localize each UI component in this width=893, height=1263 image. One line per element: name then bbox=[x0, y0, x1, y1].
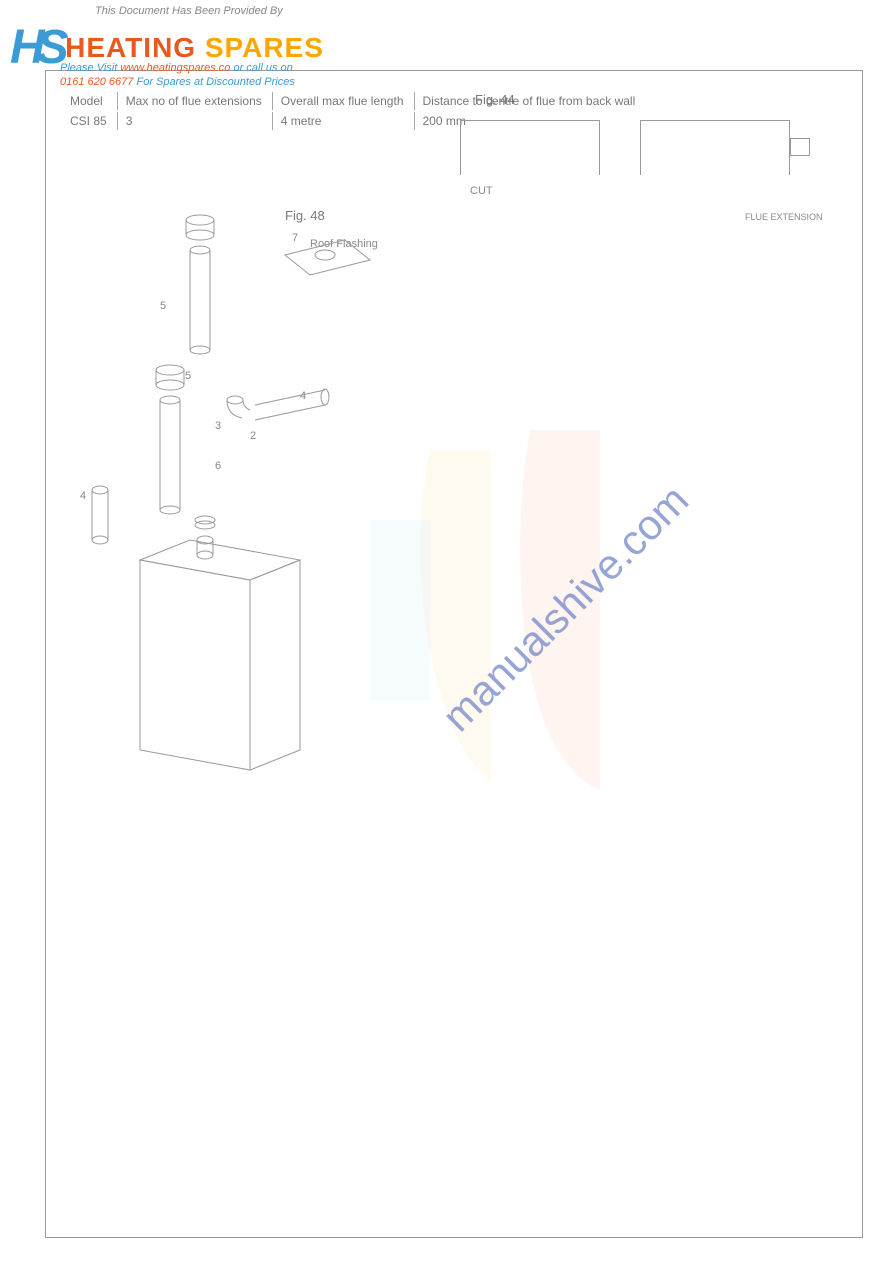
label-3: 3 bbox=[215, 420, 221, 432]
cut-label: CUT bbox=[470, 185, 493, 197]
label-7: 7 bbox=[292, 232, 298, 244]
subheader-line2: 0161 620 6677 For Spares at Discounted P… bbox=[60, 76, 295, 88]
table-header-row: Model Max no of flue extensions Overall … bbox=[62, 92, 643, 110]
call-label: or call us on bbox=[233, 62, 292, 74]
logo-hs-icon: HS bbox=[10, 20, 61, 75]
subheader-line1: Please Visit www.heatingspares.co or cal… bbox=[60, 62, 293, 74]
th-distance: Distance to centre of flue from back wal… bbox=[414, 92, 644, 110]
label-2: 2 bbox=[250, 430, 256, 442]
fig44-label: Fig. 44 bbox=[475, 92, 515, 107]
th-max-length: Overall max flue length bbox=[272, 92, 412, 110]
logo-spares-text: SPARES bbox=[205, 32, 324, 63]
label-4a: 4 bbox=[300, 390, 306, 402]
th-model: Model bbox=[62, 92, 115, 110]
label-5b: 5 bbox=[185, 370, 191, 382]
td-model: CSI 85 bbox=[62, 112, 115, 130]
tagline-text: For Spares at Discounted Prices bbox=[136, 76, 294, 88]
fig44-box-right bbox=[640, 120, 790, 175]
label-5a: 5 bbox=[160, 300, 166, 312]
visit-label: Please Visit bbox=[60, 62, 117, 74]
url-text: www.heatingspares.co bbox=[120, 62, 230, 74]
fig44-pipe-end bbox=[790, 138, 810, 156]
logo-heating-text: HEATING bbox=[65, 32, 196, 63]
fig44-box-left bbox=[460, 120, 600, 175]
header-provided-by: This Document Has Been Provided By bbox=[95, 5, 283, 17]
flue-extension-label: FLUE EXTENSION bbox=[745, 212, 823, 222]
label-4b: 4 bbox=[80, 490, 86, 502]
td-max-length: 4 metre bbox=[272, 112, 412, 130]
label-6: 6 bbox=[215, 460, 221, 472]
fig48-diagram bbox=[70, 200, 410, 800]
phone-number: 0161 620 6677 bbox=[60, 76, 133, 88]
th-max-ext: Max no of flue extensions bbox=[117, 92, 270, 110]
td-max-ext: 3 bbox=[117, 112, 270, 130]
